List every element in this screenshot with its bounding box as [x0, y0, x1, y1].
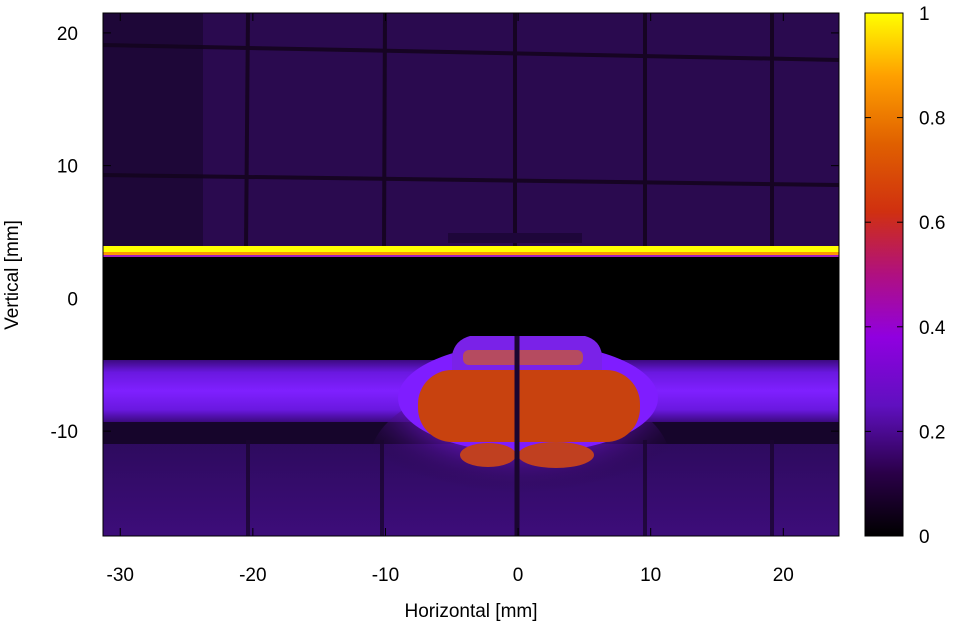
x-tick-label: -10 [372, 565, 399, 586]
x-tick-label: -20 [239, 565, 266, 586]
bright-line [103, 246, 839, 252]
y-axis: -10 0 10 20 [51, 24, 839, 443]
x-tick-label: 10 [640, 565, 661, 586]
lower-lobe-left [460, 443, 516, 467]
heatmap-plot-area [103, 13, 839, 536]
colorbar-tick-label: 0.6 [919, 213, 945, 234]
central-hot-spot [418, 370, 640, 442]
lower-lobe-right [518, 442, 594, 468]
y-tick-label: -10 [51, 422, 78, 443]
upper-lobe-core [463, 350, 583, 365]
y-axis-label: Vertical [mm] [2, 220, 23, 330]
upper-dim-left-edge [103, 13, 203, 248]
x-tick-label: -30 [107, 565, 134, 586]
colorbar-tick-label: 1 [919, 4, 930, 25]
colorbar-ticks: 0 0.2 0.4 0.6 0.8 1 [865, 4, 946, 548]
colorbar-tick-label: 0 [919, 527, 930, 548]
x-tick-label: 0 [513, 565, 524, 586]
plot-frame [102, 12, 840, 537]
bright-line-fringe [103, 255, 839, 257]
colorbar-gradient [864, 12, 904, 537]
x-axis-label: Horizontal [mm] [404, 601, 537, 622]
x-tick-label: 20 [773, 565, 794, 586]
colorbar-tick-label: 0.2 [919, 422, 945, 443]
x-axis: -30 -20 -10 0 10 20 [107, 13, 794, 586]
upper-grid-shadows [103, 13, 839, 249]
y-tick-label: 0 [67, 289, 78, 310]
ridge-feature [448, 233, 582, 243]
colorbar: 0 0.2 0.4 0.6 0.8 1 [864, 4, 946, 548]
colorbar-tick-label: 0.8 [919, 109, 945, 130]
y-tick-label: 20 [57, 24, 78, 45]
colorbar-tick-label: 0.4 [919, 318, 946, 339]
lower-grid-shadows [246, 440, 774, 536]
y-tick-label: 10 [57, 157, 78, 178]
bright-line-edge [103, 252, 839, 255]
